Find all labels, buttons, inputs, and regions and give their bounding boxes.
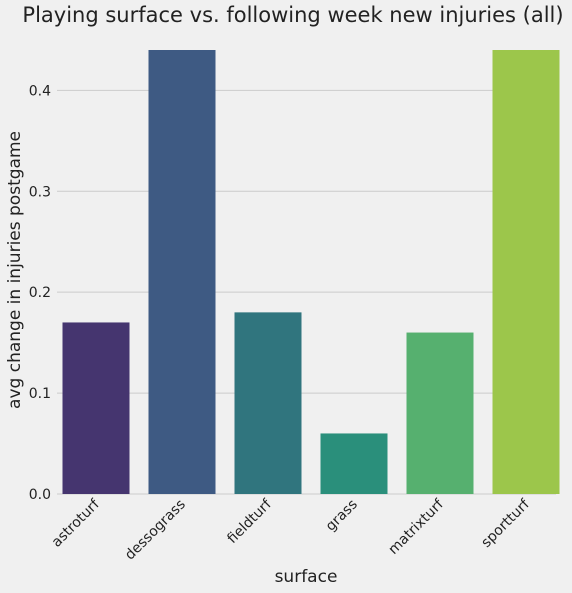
y-tick-labels: 0.0 0.1 0.2 0.3 0.4 [29,83,51,503]
bar-astroturf [62,322,130,494]
y-tick-label: 0.4 [29,83,51,99]
chart-title: Playing surface vs. following week new i… [22,3,563,27]
y-tick-label: 0.3 [29,184,51,200]
x-tick-label-matrixturf: matrixturf [386,496,448,558]
bar-grass [320,433,388,494]
x-axis-label: surface [275,567,338,587]
x-tick-label-fieldturf: fieldturf [224,496,275,547]
x-tick-label-sportturf: sportturf [478,496,533,551]
bar-dessograss [148,50,216,494]
bar-sportturf [492,50,560,494]
bar-fieldturf [234,312,302,494]
x-tick-label-astroturf: astroturf [49,496,104,551]
y-tick-label: 0.2 [29,285,51,301]
y-tick-label: 0.1 [29,386,51,402]
grid-lines [57,89,556,495]
y-tick-label: 0.0 [29,487,51,503]
y-axis-label: avg change in injuries postgame [5,131,25,409]
bars [62,50,560,494]
x-tick-labels: astroturf dessograss fieldturf grass matrixt… [49,496,534,564]
bar-matrixturf [406,332,474,494]
x-tick-label-dessograss: dessograss [122,497,189,564]
x-tick-label-grass: grass [323,497,361,535]
